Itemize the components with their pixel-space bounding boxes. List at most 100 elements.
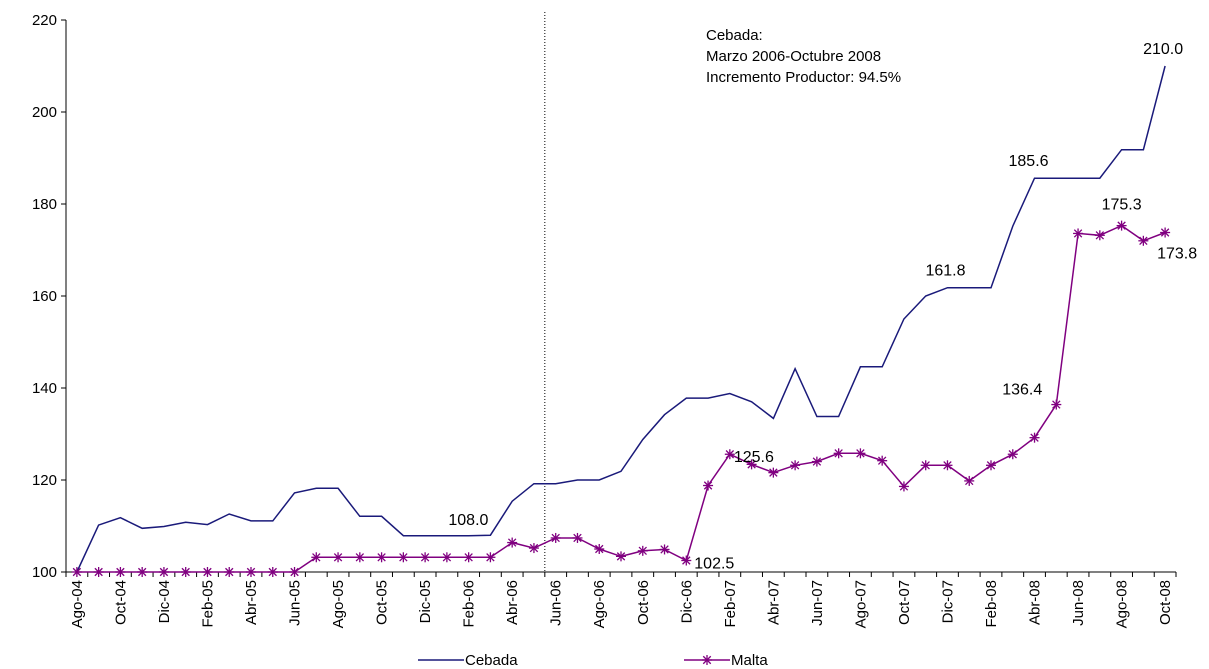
x-tick-label: Oct-05 [374,580,391,625]
y-tick-label: 160 [32,288,57,305]
series-line-cebada [76,65,1166,573]
data-label-cebada: 108.0 [448,512,488,529]
data-label-malta: 125.6 [734,449,774,466]
x-tick-label: Oct-04 [112,580,129,625]
x-tick-label: Jun-07 [809,580,826,626]
x-tick-label: Ago-08 [1114,580,1131,628]
data-point-malta [441,552,452,563]
data-point-malta [942,460,953,471]
data-point-malta [528,543,539,554]
data-point-malta [267,567,278,577]
data-point-malta [398,552,409,563]
data-point-malta [790,460,801,471]
x-tick-label: Ago-06 [591,580,608,628]
data-point-malta [616,551,626,562]
annotation-line: Incremento Productor: 94.5% [706,69,901,86]
x-tick-label: Feb-07 [722,580,739,628]
x-axis: Ago-04 Oct-04 Dic-04 Feb-05 Abr-05 Jun-05 Ago-… [65,571,1177,628]
x-tick-label: Oct-07 [896,580,913,625]
data-label-malta: 173.8 [1157,246,1197,263]
data-point-malta [1029,432,1040,443]
data-point-malta [311,552,322,563]
data-point-malta [1094,230,1105,241]
legend-label-cebada: Cebada [465,652,518,669]
x-tick-label: Abr-06 [504,580,521,625]
data-point-malta [71,567,82,577]
data-point-malta [724,449,735,460]
data-point-malta [1051,399,1062,410]
data-point-malta [93,567,104,577]
data-point-malta [898,481,909,492]
data-point-malta [507,537,518,548]
data-point-malta [920,460,931,471]
x-tick-label: Dic-04 [156,580,173,623]
data-point-malta [115,567,126,577]
data-point-malta [703,480,714,491]
data-point-malta [202,567,213,577]
y-tick-label: 120 [32,472,57,489]
data-point-malta [333,552,344,563]
data-point-malta [659,544,670,555]
x-tick-label: Ago-04 [69,580,86,628]
data-point-malta [746,459,757,470]
annotation-line: Marzo 2006-Octubre 2008 [706,48,881,65]
data-point-malta [485,552,496,563]
series-line-malta [76,224,1166,573]
data-point-malta [877,455,888,466]
data-label-cebada: 210.0 [1143,41,1183,58]
series-layer [71,65,1171,577]
y-tick-label: 220 [32,12,57,29]
data-label-cebada: 185.6 [1009,153,1049,170]
x-tick-label: Jun-05 [287,580,304,626]
x-tick-label: Dic-06 [678,580,695,623]
x-tick-label: Ago-05 [330,580,347,628]
data-point-malta [594,544,605,554]
x-tick-label: Jun-08 [1070,580,1087,626]
data-label-malta: 102.5 [694,556,734,573]
x-tick-label: Oct-08 [1157,580,1174,625]
x-tick-label: Ago-07 [852,580,869,628]
series-markers-malta [71,220,1171,577]
data-point-malta [855,448,866,459]
x-tick-label: Dic-07 [939,580,956,623]
data-point-malta [354,552,365,563]
data-label-malta: 136.4 [1002,382,1042,399]
data-point-malta [158,567,169,577]
data-label-cebada: 161.8 [925,263,965,280]
data-point-malta [1138,235,1149,246]
data-point-malta [572,532,583,543]
y-axis: 100 120 140 160 180 200 220 [32,12,67,581]
y-tick-label: 180 [32,196,57,213]
y-tick-label: 200 [32,104,57,121]
data-point-malta [964,475,975,486]
data-point-malta [376,552,387,563]
data-point-malta [1073,228,1084,239]
x-tick-label: Abr-07 [765,580,782,625]
x-tick-label: Dic-05 [417,580,434,623]
data-point-malta [681,555,692,566]
data-label-layer: 108.0 161.8 185.6 210.0 102.5 125.6 136.4 175.3… [448,41,1197,573]
data-point-malta [137,567,148,577]
data-point-malta [224,567,235,577]
x-tick-label: Feb-05 [199,580,216,628]
annotation-line: Cebada: [706,27,763,44]
data-point-malta [550,532,561,543]
x-tick-label: Feb-06 [461,580,478,628]
x-tick-label: Abr-05 [243,580,260,625]
data-point-malta [180,567,191,577]
data-point-malta [1160,227,1171,238]
x-tick-label: Abr-08 [1027,580,1044,625]
data-point-malta [833,448,844,459]
x-tick-label: Jun-06 [548,580,565,626]
y-tick-label: 140 [32,380,57,397]
data-point-malta [420,552,431,563]
x-tick-label: Oct-06 [635,580,652,625]
data-point-malta [246,567,256,577]
legend-marker-malta [702,655,712,665]
data-point-malta [1116,220,1127,231]
data-point-malta [289,567,300,577]
legend: Cebada Malta [418,652,768,669]
data-point-malta [811,456,822,467]
data-point-malta [463,552,474,563]
